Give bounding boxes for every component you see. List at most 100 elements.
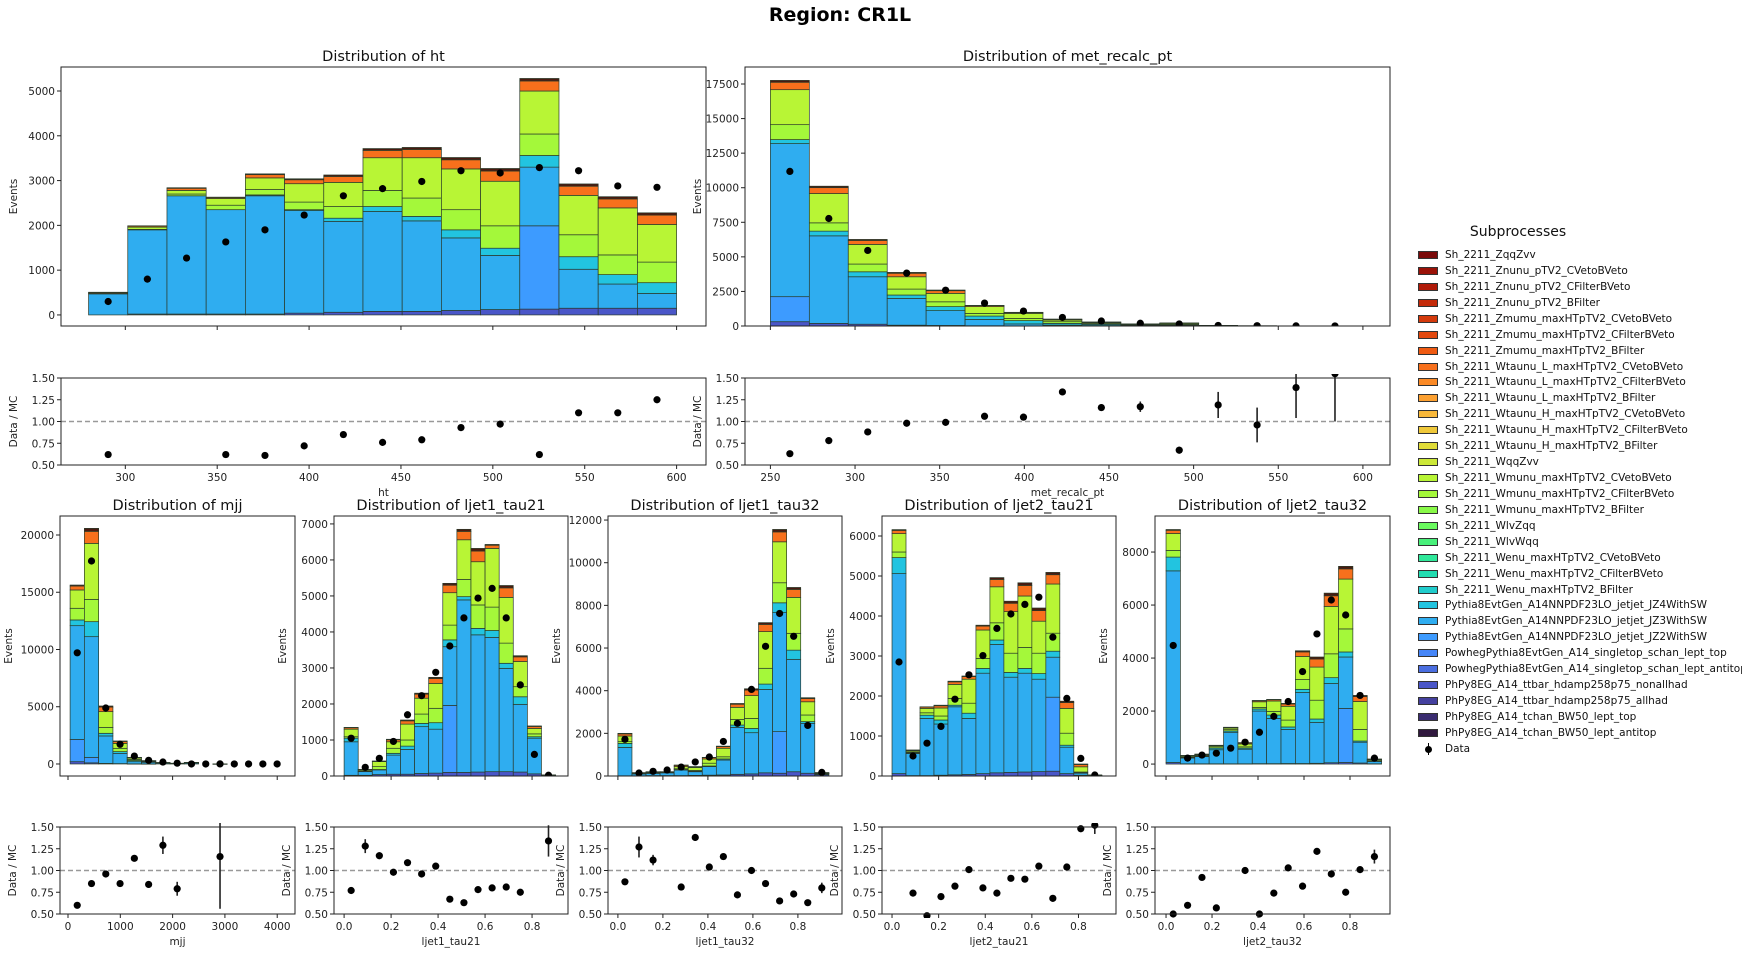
data-point <box>979 652 987 660</box>
legend-label: Sh_2211_Wtaunu_H_maxHTpTV2_CVetoBVeto <box>1445 408 1686 421</box>
ratio-point <box>937 893 945 901</box>
bar-segment-base <box>362 311 403 316</box>
bar-segment-cyan <box>362 206 403 212</box>
ratio-point <box>790 890 798 898</box>
bar-segment-cyan <box>414 723 430 728</box>
ratio-point <box>965 866 973 874</box>
y-tick-label: 4000 <box>28 131 55 143</box>
legend-item: Sh_2211_Wmunu_maxHTpTV2_CFilterBVeto <box>1418 487 1674 501</box>
bar-segment-orange <box>442 584 458 594</box>
chart-title: Distribution of ljet1_tau32 <box>630 498 819 514</box>
bar-segment-blue <box>69 625 85 740</box>
bar-segment-blue <box>414 726 430 774</box>
data-point <box>432 668 440 676</box>
ratio-point <box>1331 374 1339 378</box>
bar-segment-dark <box>947 680 963 683</box>
bar-segment-jz2 <box>770 296 810 323</box>
bar-segment-blue <box>498 667 514 773</box>
legend-label: PowhegPythia8EvtGen_A14_singletop_schan_… <box>1445 647 1727 660</box>
data-point <box>1270 712 1278 720</box>
y-tick-label: 6000 <box>301 555 328 567</box>
chart-title: Distribution of ljet2_tau32 <box>1178 498 1367 514</box>
bar-segment-dark <box>442 582 458 586</box>
y-tick-label: 8000 <box>1122 547 1149 559</box>
y-tick-label: 10000 <box>569 558 602 570</box>
legend-swatch <box>1418 458 1438 467</box>
ratio-points <box>104 396 661 460</box>
data-point <box>273 760 281 768</box>
ratio-y-tick-label: 0.50 <box>579 909 602 921</box>
ratio-point <box>73 901 81 909</box>
ratio-y-tick-label: 0.50 <box>1126 909 1149 921</box>
bar-segment-lime <box>414 697 430 715</box>
bar-segment-lime <box>933 707 949 717</box>
legend-label: Sh_2211_Znunu_pTV2_BFilter <box>1445 296 1601 309</box>
chart-ljet2_tau21: Distribution of ljet2_tau21 0 1000 2000 3000… <box>825 498 1117 948</box>
x-tick-label: 0.4 <box>430 921 447 933</box>
bar-segment-base <box>498 771 514 776</box>
bar-segment-green <box>975 658 991 669</box>
bar-segment-cyan <box>1338 651 1354 658</box>
bar-segment-green <box>933 715 949 721</box>
data-point <box>691 758 699 766</box>
bar-segment-jz2 <box>84 756 100 764</box>
bar-segment-cyan <box>558 256 599 270</box>
y-tick-label: 0 <box>48 310 55 322</box>
data-point <box>1136 319 1144 326</box>
ratio-y-tick-label: 0.75 <box>716 438 739 450</box>
data-point <box>375 754 383 762</box>
data-point <box>535 163 543 172</box>
legend-label: Data <box>1445 742 1471 755</box>
bar-segment-base <box>1003 772 1019 776</box>
y-tick-label: 12000 <box>569 515 602 527</box>
data-point <box>1227 744 1235 752</box>
legend-item: Pythia8EvtGen_A14NNPDF23LO_jetjet_JZ3Wit… <box>1418 614 1707 628</box>
bar-segment-blue <box>1251 710 1267 765</box>
bar-segment-blue <box>112 752 128 764</box>
bar-segment-green <box>800 714 816 722</box>
x-tick-label: 0.2 <box>383 921 400 933</box>
bar-segment-cyan <box>400 745 415 750</box>
legend-item: Sh_2211_WlvWqq <box>1418 535 1539 549</box>
ratio-point <box>87 879 96 888</box>
data-point <box>159 758 167 766</box>
data-point <box>182 254 191 262</box>
chart-title: Distribution of mjj <box>113 498 243 514</box>
ratio-point <box>705 863 713 871</box>
ratio-y-tick-label: 1.00 <box>1126 866 1149 878</box>
data-point <box>230 760 238 768</box>
ratio-point <box>104 450 112 459</box>
legend-item: Sh_2211_ZqqZvv <box>1418 248 1536 262</box>
x-axis-label: mjj <box>169 936 185 948</box>
y-tick-label: 0 <box>1142 759 1149 771</box>
bar-segment-blue <box>673 769 689 776</box>
bar-segment-blue <box>597 283 638 309</box>
y-tick-label: 3000 <box>849 651 876 663</box>
legend-item: PowhegPythia8EvtGen_A14_singletop_schan_… <box>1418 646 1727 660</box>
ratio-points <box>909 823 1099 918</box>
bar-segment-blue <box>886 297 927 326</box>
x-tick-label: 550 <box>575 472 595 484</box>
bar-segment-green <box>701 762 717 767</box>
legend-swatch <box>1418 298 1438 307</box>
ratio-point <box>993 889 1001 897</box>
ratio-point <box>1091 823 1099 829</box>
x-tick-label: 250 <box>760 472 780 484</box>
bar-segment-dark <box>891 529 907 531</box>
y-tick-label: 4000 <box>575 686 602 698</box>
bar-segment-jz2 <box>519 225 560 310</box>
bar-segment-blue <box>687 771 703 776</box>
bar-segment-cyan <box>744 728 759 734</box>
data-point <box>1356 691 1364 700</box>
bar-segment-blue <box>1045 656 1061 698</box>
bar-segment-lime <box>519 90 560 135</box>
chart-ljet2_tau32: Distribution of ljet2_tau32 0 2000 4000 6000… <box>1098 498 1391 948</box>
data-point <box>1007 610 1015 618</box>
bar-segment-base <box>558 307 599 316</box>
ratio-y-tick-label: 1.00 <box>31 866 54 878</box>
ratio-point <box>173 885 181 893</box>
bar-segment-green <box>428 707 444 724</box>
bar-segment-lime <box>1309 666 1325 701</box>
data-point <box>1035 593 1043 601</box>
bar-segment-orange <box>484 544 500 549</box>
